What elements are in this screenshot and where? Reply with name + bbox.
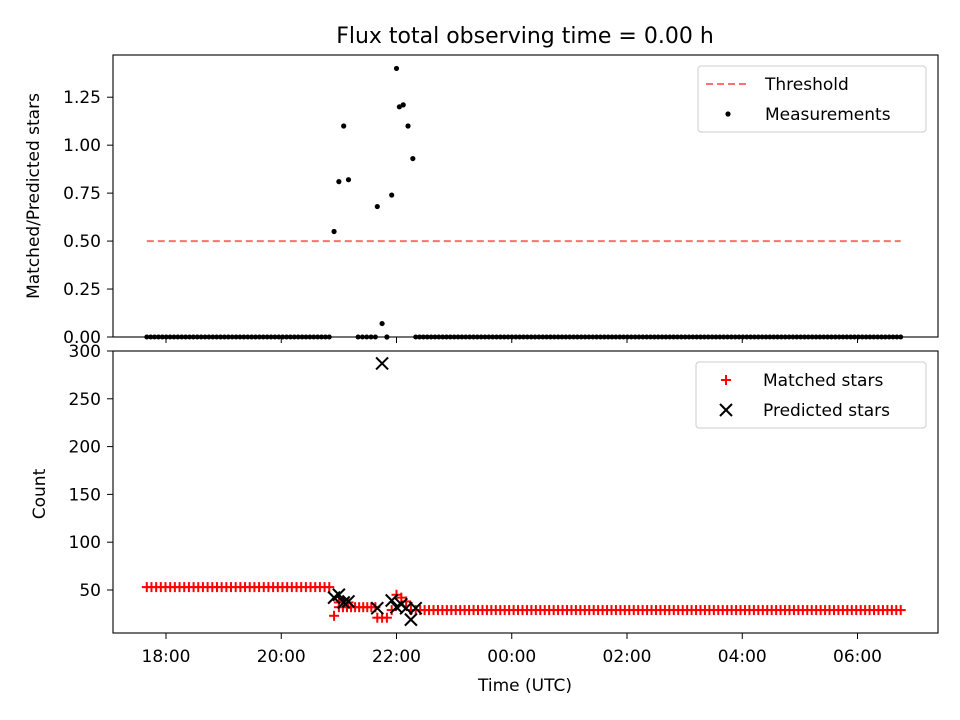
measurement-point	[393, 65, 400, 72]
legend-threshold-label: Threshold	[764, 75, 849, 95]
count-x-tick-label: 00:00	[487, 647, 536, 667]
count-x-tick-label: 22:00	[372, 647, 421, 667]
ratio-y-axis-label: Matched/Predicted stars	[24, 93, 44, 299]
predicted-star-markers	[327, 356, 423, 627]
measurement-point	[341, 123, 347, 129]
matched-star-marker	[895, 605, 906, 616]
ratio-y-tick-label: 0.50	[63, 232, 101, 252]
matched-star-marker	[381, 612, 392, 623]
count-x-tick-label: 18:00	[142, 647, 191, 667]
count-legend: Matched stars Predicted stars	[695, 361, 927, 429]
measurement-point	[389, 192, 395, 198]
chart-title: Flux total observing time = 0.00 h	[336, 24, 714, 49]
measurement-point	[396, 104, 402, 110]
legend-predicted-label: Predicted stars	[763, 401, 890, 421]
ratio-y-tick-label: 0.25	[63, 280, 101, 300]
ratio-y-tick-label: 1.00	[63, 136, 101, 156]
count-x-tick-label: 20:00	[257, 647, 306, 667]
measurement-point	[400, 102, 406, 108]
ratio-legend-box	[697, 65, 927, 133]
ratio-legend: Threshold Measurements	[697, 65, 927, 133]
measurement-point	[336, 179, 342, 185]
measurement-point	[345, 177, 352, 183]
count-y-tick-label: 50	[79, 581, 101, 601]
legend-measurements-swatch	[725, 111, 731, 117]
count-y-tick-label: 300	[69, 342, 101, 362]
measurement-point	[410, 155, 416, 162]
ratio-x-ticks	[165, 337, 858, 343]
predicted-star-marker	[336, 595, 351, 610]
matched-star-marker	[329, 610, 340, 621]
count-legend-box	[695, 361, 927, 429]
count-y-tick-label: 100	[69, 533, 101, 553]
predicted-star-marker	[370, 601, 384, 615]
ratio-panel: 0.00 0.25 0.50 0.75 1.00 1.25 Matched/Predict…	[24, 54, 939, 348]
legend-measurements-label: Measurements	[765, 105, 891, 125]
measurement-point	[331, 228, 337, 235]
predicted-star-marker	[409, 601, 423, 615]
count-x-tick-label: 02:00	[603, 647, 652, 667]
measurement-point	[379, 320, 385, 327]
legend-matched-label: Matched stars	[763, 371, 883, 391]
ratio-y-tick-label: 0.00	[63, 328, 101, 348]
x-axis-label: Time (UTC)	[477, 676, 572, 696]
matched-star-marker	[324, 582, 335, 593]
ratio-y-tick-label: 0.75	[63, 184, 101, 204]
predicted-star-marker	[341, 594, 356, 609]
legend-predicted-swatch	[719, 403, 733, 417]
count-x-ticks: 18:00 20:00 22:00 00:00 02:00 04:00 06:00	[142, 633, 882, 667]
measurement-point	[405, 123, 411, 129]
predicted-star-marker	[384, 593, 399, 608]
predicted-star-marker	[399, 601, 413, 615]
ratio-axes-frame	[112, 54, 939, 338]
count-y-tick-label: 150	[69, 485, 101, 505]
ratio-y-ticks: 0.00 0.25 0.50 0.75 1.00 1.25	[63, 88, 113, 348]
count-y-axis-label: Count	[30, 468, 50, 519]
count-y-ticks: 50 100 150 200 250 300	[69, 342, 113, 601]
count-x-tick-label: 04:00	[718, 647, 767, 667]
count-axes-frame	[112, 350, 939, 634]
count-panel: 50 100 150 200 250 300 18:00 20:00 22:00 00:00 02…	[30, 342, 939, 696]
count-y-tick-label: 250	[69, 390, 101, 410]
legend-matched-swatch	[721, 375, 731, 385]
count-y-tick-label: 200	[69, 438, 101, 458]
predicted-star-marker	[375, 356, 389, 371]
ratio-y-tick-label: 1.25	[63, 88, 101, 108]
measurement-point	[374, 203, 380, 210]
predicted-star-marker	[332, 588, 346, 602]
predicted-star-marker	[404, 612, 418, 627]
count-x-tick-label: 06:00	[833, 647, 882, 667]
